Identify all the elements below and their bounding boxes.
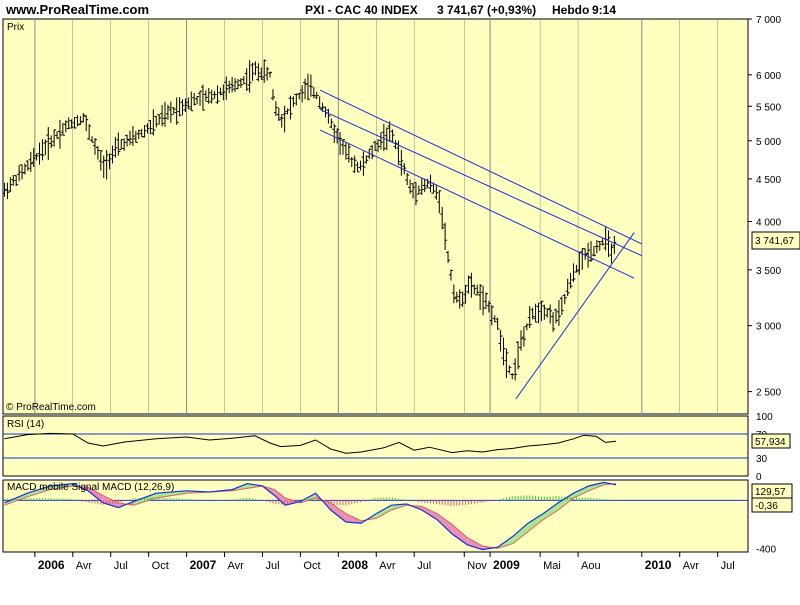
price-tick-label: 7 000 xyxy=(756,15,781,26)
macd-fill-segment xyxy=(330,502,346,522)
x-tick-label: 2006 xyxy=(38,558,65,572)
x-tick-label: Oct xyxy=(152,560,169,572)
macd-fill-segment xyxy=(573,486,589,498)
site-title[interactable]: www.ProRealTime.com xyxy=(5,2,149,17)
last-price-box xyxy=(751,231,800,250)
x-tick-label: Avr xyxy=(683,560,700,572)
price-tick-label: 5 500 xyxy=(756,102,781,113)
period-label: Hebdo xyxy=(552,3,589,17)
macd-fill-segment xyxy=(558,493,574,510)
time-axis: 2006 Avr Jul Oct 2007 Avr Jul Oct 2008 Avr Jul Nov 2… xyxy=(34,552,735,572)
x-tick-label: Oct xyxy=(303,560,320,572)
channel-upper xyxy=(319,89,643,245)
x-tick-label: 2008 xyxy=(341,558,368,572)
macd-fill-segment xyxy=(527,513,544,532)
x-tick-label: 2007 xyxy=(190,558,217,572)
x-tick-label: Avr xyxy=(76,560,93,572)
macd-fill-segment xyxy=(421,506,437,520)
trend-lines xyxy=(319,89,643,400)
rsi-value-box xyxy=(751,433,791,449)
x-tick-label: Mai xyxy=(543,560,561,572)
price-tick-label: 5 000 xyxy=(756,137,781,148)
x-tick-label: Jul xyxy=(265,560,279,572)
rsi-panel-label: RSI (14) xyxy=(7,419,44,430)
uptrend xyxy=(515,232,635,400)
x-tick-label: Nov xyxy=(467,560,487,572)
time-label: 9:14 xyxy=(592,3,616,17)
macd-fill-segment xyxy=(87,487,104,503)
channel-lower xyxy=(319,129,635,279)
macd-lines xyxy=(4,481,617,551)
macd-fill-segment xyxy=(543,502,559,520)
price-tick-label: 4 000 xyxy=(756,218,781,229)
rsi-series xyxy=(4,432,617,454)
channel-middle xyxy=(319,109,642,257)
watermark: © ProRealTime.com xyxy=(6,402,96,413)
macd-fill-segment xyxy=(103,495,119,508)
macd-fill-segment xyxy=(588,482,604,491)
price-change: 3 741,67 (+0,93%) xyxy=(437,3,536,17)
rsi-panel xyxy=(2,415,749,477)
macd-fill-segment xyxy=(50,483,73,490)
macd-fill-segment xyxy=(285,498,301,506)
x-tick-label: Jul xyxy=(114,560,128,572)
x-tick-label: Jul xyxy=(721,560,735,572)
macd-fill-segment xyxy=(27,486,51,497)
price-tick-label: 3 500 xyxy=(756,266,781,277)
macd-fill-segment xyxy=(512,523,528,544)
price-panel xyxy=(2,18,749,415)
x-tick-label: Avr xyxy=(379,560,396,572)
last-price-label: 3 741,67 xyxy=(755,236,794,247)
macd-line xyxy=(4,481,617,551)
signal-line xyxy=(4,483,617,549)
macd-fill-segment xyxy=(274,489,286,506)
macd-hist-box xyxy=(751,497,793,513)
macd-axis: -400 xyxy=(756,544,776,555)
price-bars xyxy=(2,59,617,381)
macd-value-label: 129,57 xyxy=(755,487,786,498)
macd-fill-segment xyxy=(436,513,453,534)
price-tick-label: 3 000 xyxy=(756,322,781,333)
macd-hist-label: -0,36 xyxy=(755,501,778,512)
macd-histogram xyxy=(4,495,615,506)
rsi-level-label: 30 xyxy=(756,454,768,465)
x-tick-label: 2010 xyxy=(645,558,672,572)
macd-fill-segment xyxy=(376,505,392,519)
macd-panel-label: MACD mobile Signal MACD (12,26,9) xyxy=(7,482,174,493)
rsi-tick-label: 0 xyxy=(756,472,762,483)
macd-fill-segment xyxy=(467,537,483,550)
price-tick-label: 6 000 xyxy=(756,71,781,82)
macd-fill-segment xyxy=(156,490,187,498)
rsi-line xyxy=(4,432,617,454)
rsi-tick-label: 100 xyxy=(756,412,773,423)
macd-tick-label: -400 xyxy=(756,544,776,555)
macd-fill-segment xyxy=(452,524,468,545)
rsi-value-label: 57,934 xyxy=(755,437,786,448)
x-tick-label: Avr xyxy=(228,560,245,572)
price-tick-label: 2 500 xyxy=(756,388,781,399)
price-panel-label: Prix xyxy=(7,22,24,33)
macd-fill-segment xyxy=(345,513,362,524)
rsi-grid xyxy=(3,433,748,459)
price-tick-label: 4 500 xyxy=(756,175,781,186)
x-tick-label: Aou xyxy=(581,560,601,572)
x-tick-label: 2009 xyxy=(493,558,520,572)
x-tick-label: Jul xyxy=(417,560,431,572)
price-axis: 7 000 6 000 5 500 5 000 4 500 4 000 3 500 3 000… xyxy=(748,15,781,399)
instrument-title: PXI - CAC 40 INDEX xyxy=(305,3,418,17)
